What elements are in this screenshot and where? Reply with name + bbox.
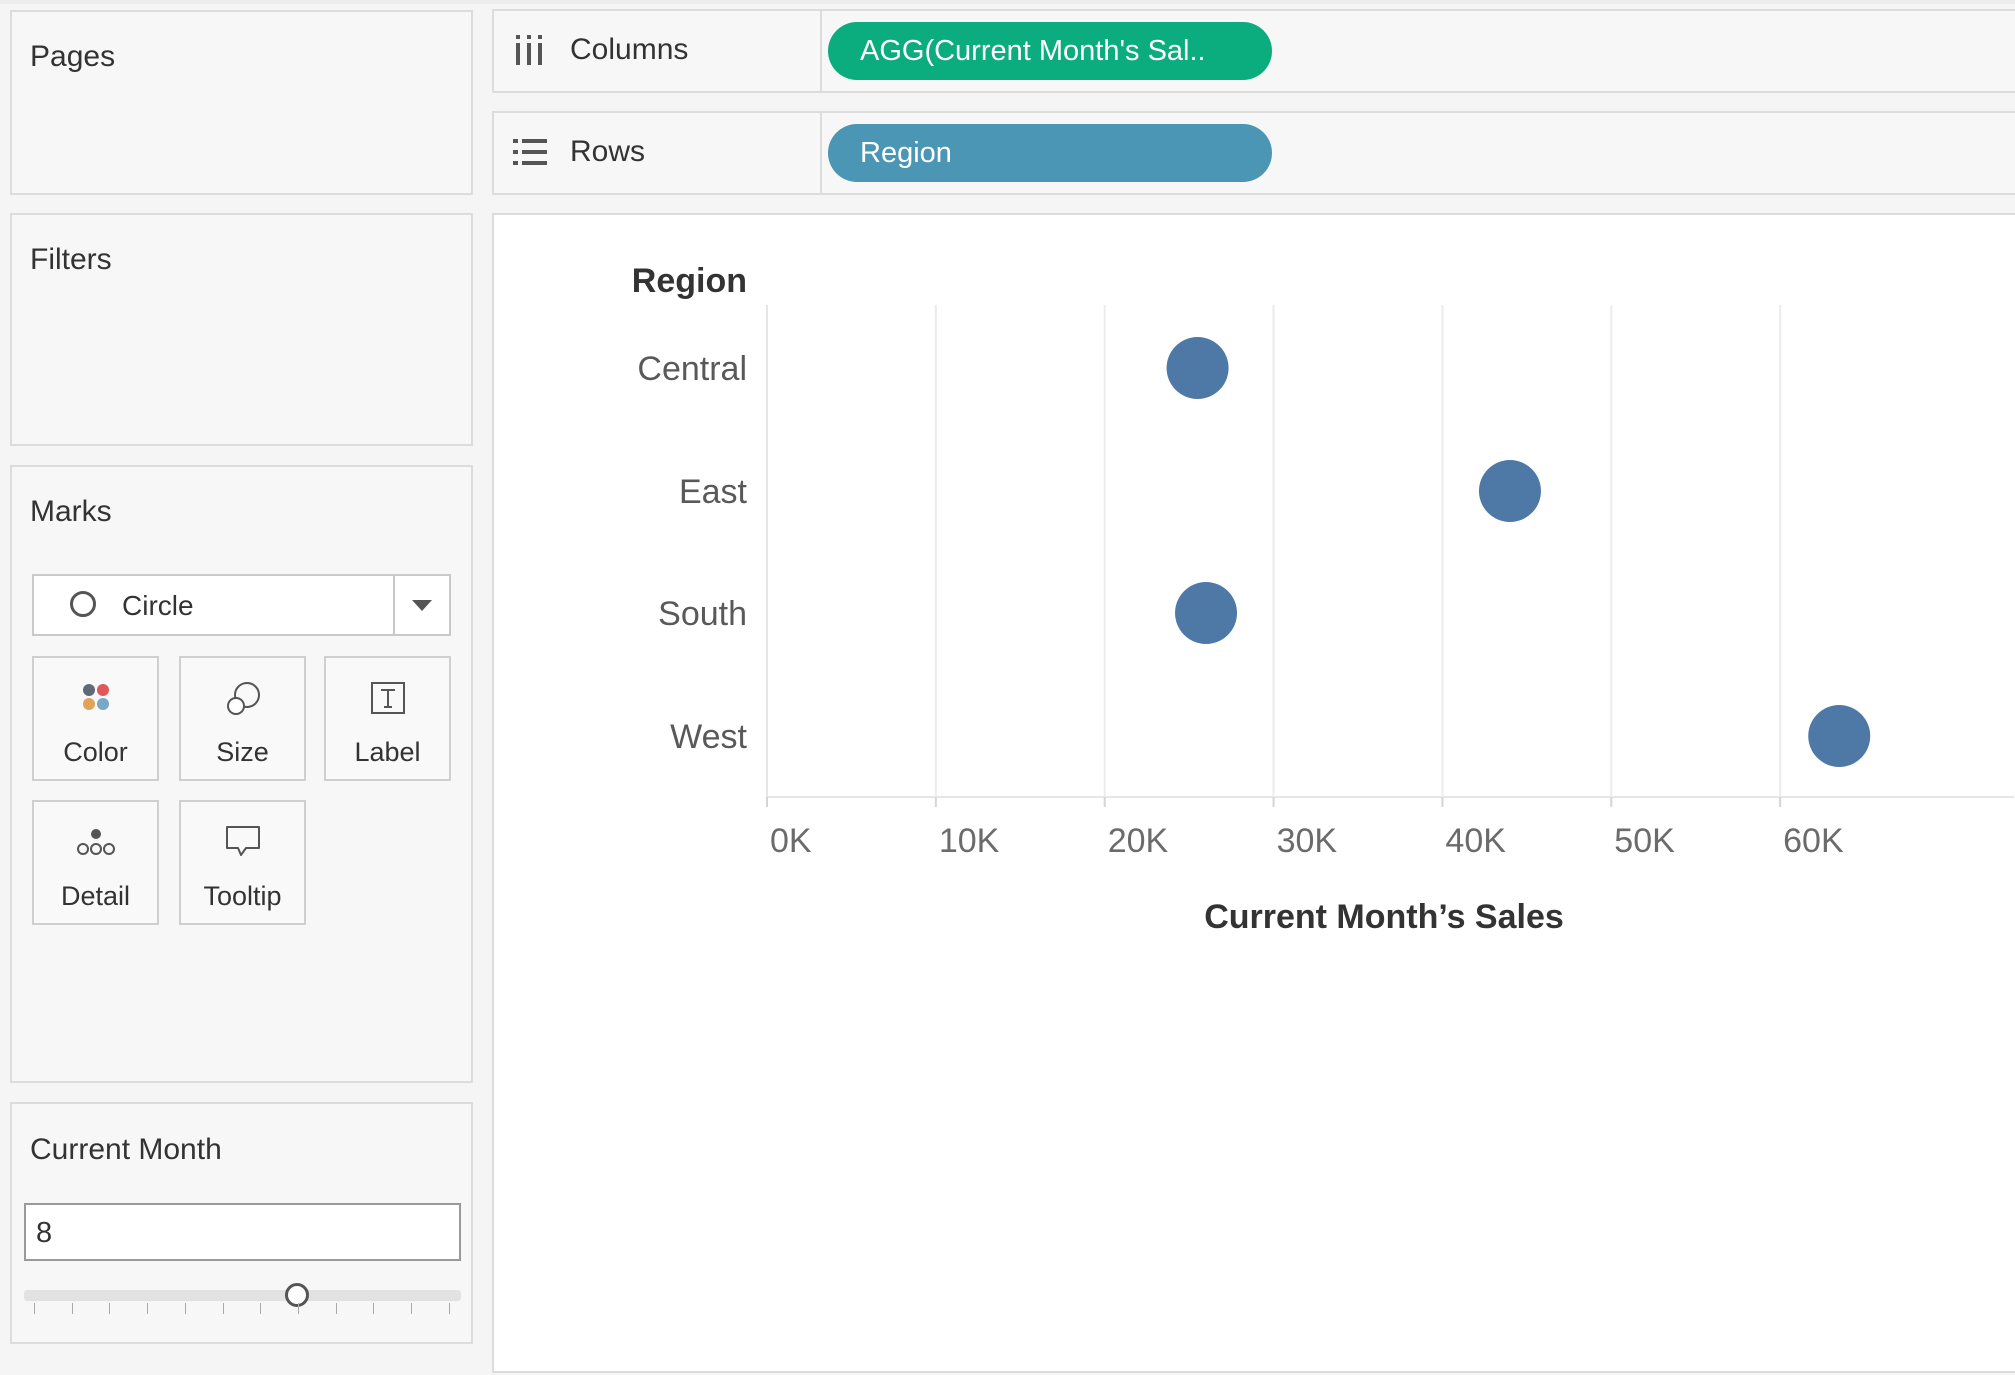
- slider-tick: [147, 1303, 149, 1314]
- parameter-pane: Current Month 8: [10, 1102, 473, 1344]
- columns-shelf-label: Columns: [570, 33, 689, 66]
- color-card-label: Color: [63, 737, 128, 767]
- mark-circle-south[interactable]: [1175, 582, 1238, 644]
- mark-type-label: Circle: [122, 590, 194, 621]
- label-card-button[interactable]: Label: [324, 656, 451, 781]
- rows-shelf[interactable]: Rows Region: [492, 111, 2015, 195]
- rows-pill[interactable]: Region: [828, 124, 1272, 182]
- parameter-slider-thumb[interactable]: [285, 1283, 310, 1307]
- parameter-value: 8: [36, 1217, 53, 1249]
- slider-tick: [411, 1303, 412, 1314]
- tooltip-card-button[interactable]: Tooltip: [179, 800, 306, 925]
- chart: Region 0K 10K 20K 30K 40K 50K 60K Central East S…: [632, 262, 2014, 936]
- mark-circle-central[interactable]: [1166, 337, 1229, 399]
- tooltip-card-label: Tooltip: [203, 881, 282, 911]
- rows-shelf-label: Rows: [570, 135, 646, 168]
- pages-pane[interactable]: Pages: [10, 10, 473, 195]
- size-icon: [181, 680, 304, 718]
- x-tick-label: 40K: [1445, 822, 1506, 860]
- x-axis-title: Current Month’s Sales: [1204, 898, 1564, 936]
- label-card-label: Label: [354, 737, 421, 767]
- detail-card-button[interactable]: Detail: [32, 800, 159, 925]
- x-tick-label: 60K: [1783, 822, 1844, 860]
- slider-tick: [71, 1303, 73, 1314]
- parameter-title: Current Month: [30, 1133, 222, 1166]
- x-tick-label: 30K: [1277, 822, 1338, 860]
- slider-tick: [109, 1303, 111, 1314]
- slider-tick: [297, 1303, 299, 1314]
- size-card-button[interactable]: Size: [179, 656, 306, 781]
- chevron-down-icon[interactable]: [393, 576, 449, 634]
- filters-title: Filters: [30, 243, 112, 276]
- detail-icon: [34, 824, 157, 862]
- row-label-west: West: [670, 718, 747, 756]
- circle-icon: [70, 591, 96, 617]
- viz-pane: Region 0K 10K 20K 30K 40K 50K 60K Central East S…: [492, 213, 2015, 1373]
- columns-pill[interactable]: AGG(Current Month's Sal..: [828, 22, 1272, 80]
- marks-title: Marks: [30, 495, 112, 528]
- marks-pane: Marks Circle Color Size: [10, 465, 473, 1083]
- slider-tick: [448, 1303, 450, 1314]
- detail-card-label: Detail: [60, 881, 131, 911]
- slider-tick: [335, 1303, 337, 1314]
- label-icon: [326, 680, 449, 718]
- x-tick-label: 0K: [770, 822, 812, 860]
- row-label-central: Central: [637, 350, 747, 388]
- top-strip: [0, 0, 2015, 4]
- rows-icon: [512, 135, 547, 169]
- slider-tick: [184, 1303, 186, 1314]
- pages-title: Pages: [30, 40, 116, 73]
- mark-type-dropdown[interactable]: Circle: [32, 574, 451, 636]
- row-header-title: Region: [632, 262, 747, 300]
- columns-shelf[interactable]: Columns AGG(Current Month's Sal..: [492, 9, 2015, 93]
- mark-circle-east[interactable]: [1478, 460, 1541, 522]
- parameter-slider-track[interactable]: [24, 1290, 461, 1301]
- size-card-label: Size: [216, 737, 269, 767]
- color-card-button[interactable]: Color: [32, 656, 159, 781]
- row-label-east: East: [679, 473, 748, 511]
- mark-circle-west[interactable]: [1808, 705, 1871, 767]
- slider-tick: [373, 1303, 375, 1314]
- columns-icon: [512, 33, 546, 67]
- x-tick-label: 50K: [1614, 822, 1675, 860]
- parameter-value-input[interactable]: 8: [24, 1203, 461, 1261]
- shelf-divider: [820, 113, 822, 193]
- x-tick-label: 20K: [1108, 822, 1169, 860]
- row-label-south: South: [658, 595, 747, 633]
- x-tick-label: 10K: [939, 822, 1000, 860]
- slider-tick: [222, 1303, 224, 1314]
- slider-tick: [34, 1303, 35, 1314]
- color-icon: [34, 680, 157, 718]
- shelf-divider: [820, 11, 822, 91]
- slider-tick: [260, 1303, 262, 1314]
- tooltip-icon: [181, 824, 304, 862]
- filters-pane[interactable]: Filters: [10, 213, 473, 446]
